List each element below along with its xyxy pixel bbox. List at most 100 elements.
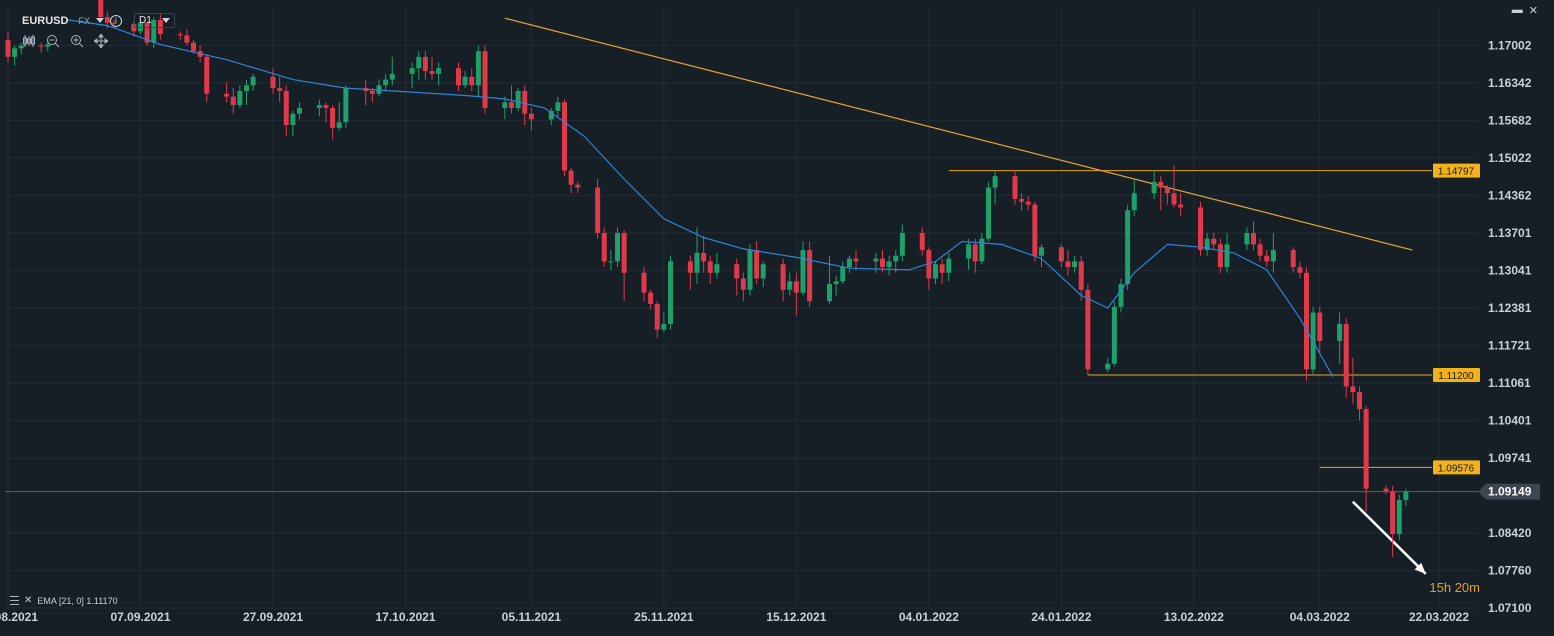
candle xyxy=(966,238,972,270)
candle xyxy=(1270,233,1276,273)
candle xyxy=(502,96,508,120)
candle xyxy=(933,261,938,285)
minimize-icon[interactable]: ▬ xyxy=(1511,4,1523,16)
countdown-minutes: 20m xyxy=(1454,580,1480,595)
candle-body xyxy=(277,88,283,91)
candle xyxy=(45,40,51,52)
candle xyxy=(939,258,945,285)
current-price-tag xyxy=(1478,483,1540,500)
chevron-down-icon[interactable] xyxy=(95,18,104,23)
candle xyxy=(608,250,614,270)
zoom-out-icon[interactable] xyxy=(46,34,60,48)
candle-body xyxy=(800,250,806,293)
candle-body xyxy=(1383,488,1389,492)
menu-icon[interactable] xyxy=(10,596,19,605)
candle xyxy=(747,244,753,296)
candle-body xyxy=(5,39,11,57)
candle xyxy=(919,227,925,256)
candle-body xyxy=(1217,244,1223,268)
candle-body xyxy=(734,264,740,279)
candle xyxy=(1118,278,1124,313)
candle xyxy=(853,250,859,270)
candle xyxy=(38,42,44,53)
candle-body xyxy=(946,258,952,273)
candle xyxy=(1337,312,1343,364)
candle xyxy=(846,255,852,273)
candle xyxy=(456,62,461,91)
trendline-layer xyxy=(504,17,1427,575)
symbol-label[interactable]: EURUSD xyxy=(22,14,69,27)
candle-body xyxy=(747,250,753,290)
candle xyxy=(701,235,707,273)
candle-body xyxy=(389,73,395,80)
candle xyxy=(429,56,435,80)
candle-body xyxy=(661,323,667,330)
y-tick-label: 1.10401 xyxy=(1488,413,1532,427)
candle-body xyxy=(754,250,760,279)
candle xyxy=(482,45,488,114)
candle xyxy=(648,289,654,310)
candle xyxy=(946,252,952,282)
candle-body xyxy=(562,102,567,171)
candle-body xyxy=(926,250,932,279)
forecast-arrow-head xyxy=(1414,562,1426,574)
x-tick-label: 18.08.2021 xyxy=(0,610,38,624)
candle xyxy=(469,68,475,91)
candle-body xyxy=(482,51,488,108)
candle xyxy=(383,73,389,91)
candle xyxy=(1264,250,1270,268)
candle-body xyxy=(979,238,985,262)
candle-body xyxy=(1111,306,1117,364)
chart-tools xyxy=(22,33,109,49)
level-tag xyxy=(1433,368,1480,383)
candle-body xyxy=(1032,204,1038,256)
candle-body xyxy=(462,76,468,86)
candle xyxy=(1032,201,1038,262)
ema-line-layer xyxy=(67,19,1334,378)
candle xyxy=(250,73,256,91)
candle-body xyxy=(1118,284,1124,307)
candle-body xyxy=(409,68,415,74)
candle-body xyxy=(1151,181,1157,194)
candle xyxy=(98,0,104,20)
candle-body xyxy=(184,35,190,43)
candle-body xyxy=(1350,386,1356,393)
candle xyxy=(1304,267,1309,381)
candle xyxy=(615,227,620,268)
candle-body xyxy=(1396,500,1402,535)
candle xyxy=(899,224,905,262)
timeframe-select[interactable]: D1 xyxy=(133,13,175,28)
close-icon[interactable]: ✕ xyxy=(1528,5,1538,17)
candle-body xyxy=(18,45,24,49)
candle xyxy=(1244,227,1250,251)
candles-layer xyxy=(5,0,1409,557)
candle xyxy=(144,21,150,46)
candle xyxy=(316,99,322,117)
candle-type-icon[interactable] xyxy=(22,34,36,48)
zoom-in-icon[interactable] xyxy=(70,34,84,48)
x-tick-label: 07.09.2021 xyxy=(110,610,170,624)
candle xyxy=(475,45,481,97)
candle xyxy=(436,62,442,86)
candle-body xyxy=(1317,312,1323,341)
candle xyxy=(1164,184,1170,205)
candle-body xyxy=(1078,261,1084,290)
level-label: 1.14797 xyxy=(1438,167,1475,178)
info-icon[interactable]: i xyxy=(109,14,122,27)
move-icon[interactable] xyxy=(93,33,109,49)
candle xyxy=(177,31,183,40)
candle xyxy=(575,181,581,194)
candle xyxy=(807,241,813,307)
candle-body xyxy=(1403,491,1409,501)
settings-icon[interactable]: ✕ xyxy=(24,595,33,606)
x-tick-label: 25.11.2021 xyxy=(634,610,694,624)
candle-body xyxy=(1019,198,1025,202)
current-price-label: 1.09149 xyxy=(1488,485,1532,499)
indicator-legend[interactable]: ✕ EMA [21, 0] 1.11170 xyxy=(10,595,118,606)
candle-body xyxy=(1125,210,1131,285)
candle-body xyxy=(668,261,673,324)
candle xyxy=(780,258,786,302)
candle xyxy=(1025,196,1031,211)
candle-body xyxy=(1204,238,1210,251)
